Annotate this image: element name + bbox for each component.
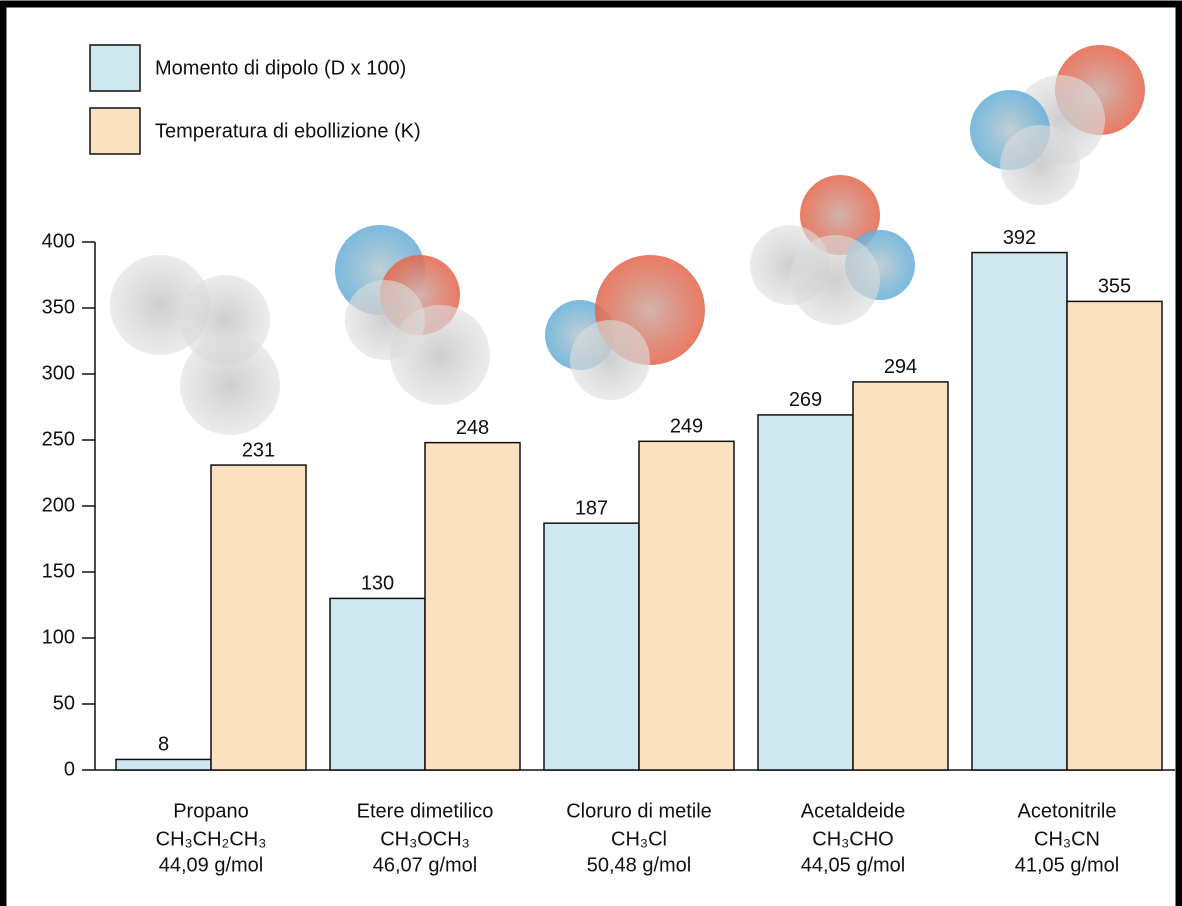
bar — [425, 443, 520, 770]
value-label: 392 — [1003, 227, 1036, 249]
molar-mass-label: 44,05 g/mol — [801, 854, 906, 876]
bar — [211, 465, 306, 770]
x-tick-label: Propano — [173, 800, 249, 822]
bar — [116, 759, 211, 770]
x-tick-label: Etere dimetilico — [357, 800, 494, 822]
formula-label: CH₃CH₂CH₃ — [156, 828, 267, 850]
value-label: 187 — [575, 497, 608, 519]
y-tick-label: 350 — [42, 296, 75, 318]
legend-swatch — [90, 45, 140, 91]
y-tick-label: 50 — [53, 692, 75, 714]
bar — [758, 415, 853, 770]
value-label: 231 — [242, 439, 275, 461]
formula-label: CH₃OCH₃ — [380, 828, 470, 850]
y-tick-label: 0 — [64, 758, 75, 780]
value-label: 8 — [158, 734, 169, 756]
value-label: 355 — [1098, 276, 1131, 298]
molar-mass-label: 44,09 g/mol — [159, 854, 264, 876]
chart: Momento di dipolo (D x 100) Temperatura d… — [0, 0, 1182, 906]
legend-label: Temperatura di ebollizione (K) — [155, 120, 421, 142]
value-label: 269 — [789, 389, 822, 411]
bar — [330, 598, 425, 770]
y-tick-label: 150 — [42, 560, 75, 582]
molar-mass-label: 41,05 g/mol — [1015, 854, 1120, 876]
value-label: 249 — [670, 416, 703, 438]
value-label: 294 — [884, 356, 917, 378]
y-tick-label: 300 — [42, 362, 75, 384]
y-tick-label: 400 — [42, 230, 75, 252]
y-tick-label: 100 — [42, 626, 75, 648]
x-tick-label: Acetonitrile — [1018, 800, 1117, 822]
formula-label: CH₃Cl — [611, 828, 667, 850]
bar — [544, 523, 639, 770]
bar — [853, 382, 948, 770]
y-tick-label: 200 — [42, 494, 75, 516]
formula-label: CH₃CHO — [812, 828, 893, 850]
x-tick-label: Cloruro di metile — [566, 800, 712, 822]
value-label: 248 — [456, 417, 489, 439]
bar — [972, 253, 1067, 770]
legend-label: Momento di dipolo (D x 100) — [155, 57, 406, 79]
bar — [1067, 301, 1162, 770]
molar-mass-label: 46,07 g/mol — [373, 854, 478, 876]
bar — [639, 441, 734, 770]
y-tick-label: 250 — [42, 428, 75, 450]
legend-swatch — [90, 108, 140, 154]
molar-mass-label: 50,48 g/mol — [587, 854, 692, 876]
formula-label: CH₃CN — [1034, 828, 1100, 850]
x-tick-label: Acetaldeide — [801, 800, 906, 822]
value-label: 130 — [361, 573, 394, 595]
